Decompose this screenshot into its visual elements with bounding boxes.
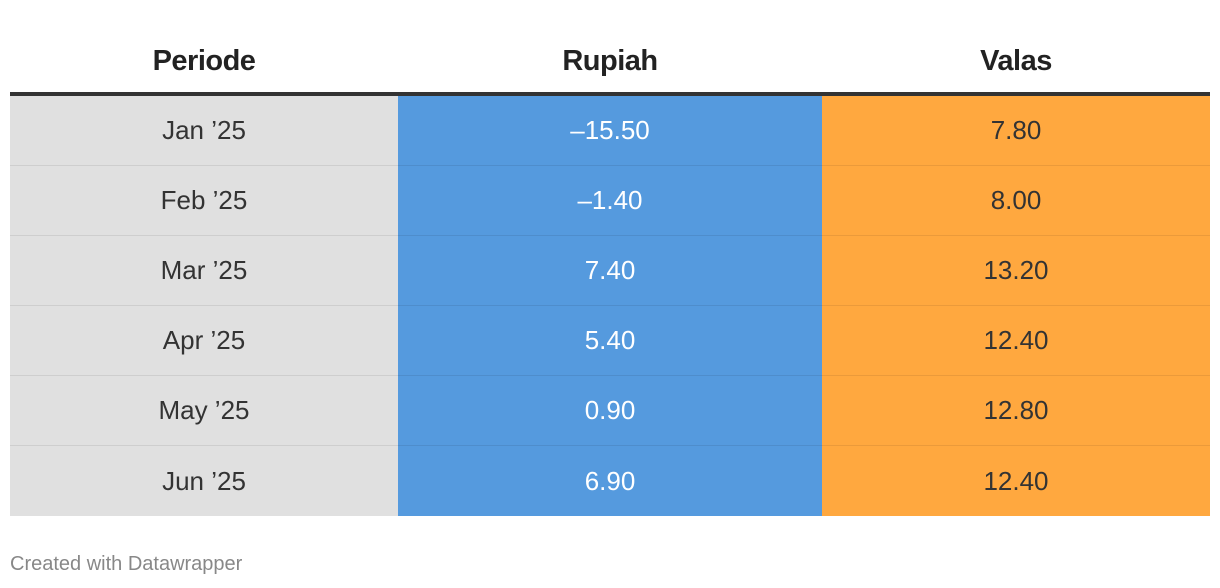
cell-periode: Jan ’25 <box>10 94 398 166</box>
column-header-periode[interactable]: Periode <box>10 30 398 96</box>
cell-periode: Jun ’25 <box>10 445 398 516</box>
table-row: Apr ’25 5.40 12.40 <box>10 305 1210 376</box>
cell-periode: Feb ’25 <box>10 165 398 236</box>
column-header-rupiah[interactable]: Rupiah <box>398 30 822 96</box>
table-row: Feb ’25 –1.40 8.00 <box>10 165 1210 236</box>
cell-rupiah: 7.40 <box>398 235 822 306</box>
cell-valas: 13.20 <box>822 235 1210 306</box>
cell-periode: May ’25 <box>10 375 398 446</box>
table-row: May ’25 0.90 12.80 <box>10 375 1210 446</box>
data-table-container: Periode Rupiah Valas Jan ’25 –15.50 7.80 Fe… <box>10 30 1210 516</box>
table-row: Jun ’25 6.90 12.40 <box>10 445 1210 516</box>
cell-periode: Mar ’25 <box>10 235 398 306</box>
column-header-valas[interactable]: Valas <box>822 30 1210 96</box>
header-row: Periode Rupiah Valas <box>10 30 1210 96</box>
cell-rupiah: 5.40 <box>398 305 822 376</box>
cell-valas: 12.80 <box>822 375 1210 446</box>
cell-rupiah: 6.90 <box>398 445 822 516</box>
data-table: Periode Rupiah Valas Jan ’25 –15.50 7.80 Fe… <box>10 30 1210 516</box>
datawrapper-credit: Created with Datawrapper <box>10 553 243 575</box>
cell-valas: 7.80 <box>822 94 1210 166</box>
table-header: Periode Rupiah Valas <box>10 30 1210 96</box>
cell-rupiah: –1.40 <box>398 165 822 236</box>
table-row: Jan ’25 –15.50 7.80 <box>10 94 1210 166</box>
cell-valas: 12.40 <box>822 445 1210 516</box>
cell-rupiah: –15.50 <box>398 94 822 166</box>
cell-valas: 8.00 <box>822 165 1210 236</box>
cell-rupiah: 0.90 <box>398 375 822 446</box>
cell-periode: Apr ’25 <box>10 305 398 376</box>
table-body: Jan ’25 –15.50 7.80 Feb ’25 –1.40 8.00 Mar ’25… <box>10 94 1210 516</box>
table-row: Mar ’25 7.40 13.20 <box>10 235 1210 306</box>
cell-valas: 12.40 <box>822 305 1210 376</box>
